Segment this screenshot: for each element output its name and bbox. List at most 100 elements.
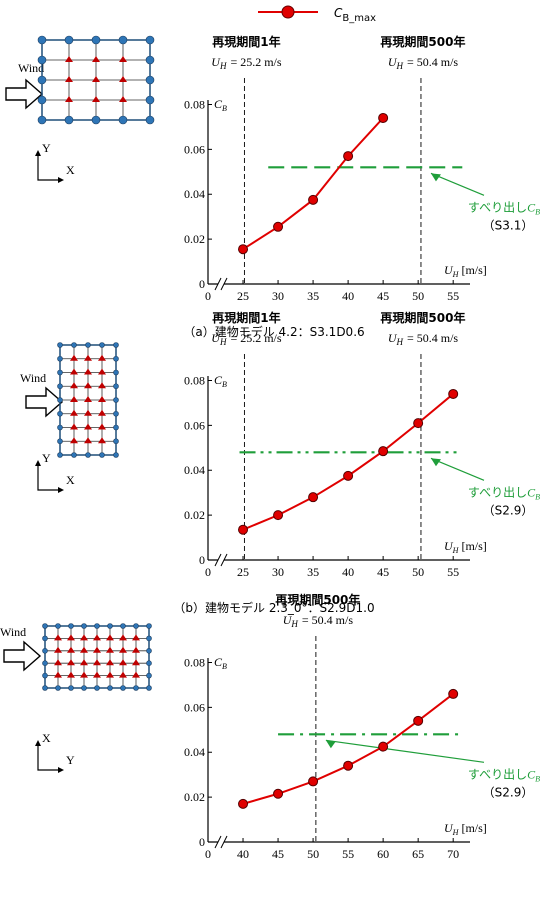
data-point: [308, 776, 319, 787]
building-node: [113, 342, 119, 348]
x-tick-label: 30: [272, 289, 284, 303]
building-damper: [70, 382, 78, 389]
annotation-speed: UH = 50.4 m/s: [388, 55, 459, 71]
building-damper: [93, 659, 101, 666]
coordinate-arrow: [35, 150, 64, 183]
x-axis-label-part: [m/s]: [461, 821, 486, 835]
caption: （b）建物モデル 2.3_0°：S2.9D1.0: [173, 600, 374, 615]
caption: （a）建物モデル 4.2：S3.1D0.6: [183, 324, 364, 339]
threshold-label: すべり出しCB: [468, 485, 540, 501]
building-damper: [98, 396, 106, 402]
building-node: [42, 660, 48, 667]
building-node: [133, 685, 139, 691]
threshold-label: すべり出しCB: [468, 200, 540, 216]
x-axis-label: UH [m/s]: [444, 263, 487, 279]
threshold-arrow-head: [325, 740, 336, 749]
axis-break-gap: [218, 281, 224, 287]
building-node: [81, 685, 87, 691]
axis-horizontal-label: X: [66, 473, 75, 487]
threshold-label-part: B: [535, 492, 540, 501]
legend-marker: [281, 5, 295, 19]
building-node: [99, 452, 105, 458]
building-damper: [65, 56, 73, 62]
building-damper: [80, 671, 88, 678]
building-node: [146, 672, 152, 679]
building-damper: [106, 671, 114, 678]
threshold-label-part: C: [527, 485, 536, 499]
building-node: [37, 55, 47, 65]
x-tick-label: 55: [342, 847, 354, 861]
y-tick-label: 0.06: [184, 700, 205, 714]
coordinate-axes: [37, 742, 62, 771]
building-damper: [93, 634, 101, 641]
axis-vertical-label: X: [42, 731, 51, 745]
building-node: [42, 623, 48, 629]
x-tick-label: 25: [237, 289, 249, 303]
building-node: [118, 115, 128, 125]
annotation-speed: UH = 25.2 m/s: [211, 55, 282, 71]
building-node: [113, 383, 119, 390]
x-axis-label-part: U: [444, 821, 454, 835]
building-node: [146, 660, 152, 667]
threshold-note: （S3.1）: [483, 218, 534, 232]
building-node: [113, 397, 119, 403]
building-node: [113, 410, 119, 417]
building-damper: [132, 659, 140, 666]
building-node: [55, 623, 61, 629]
y-axis-label: CB: [214, 97, 227, 113]
building-damper: [67, 634, 75, 641]
building-damper: [80, 659, 88, 666]
building-damper: [84, 368, 92, 375]
axis-break: [214, 835, 222, 849]
data-point: [378, 112, 389, 123]
threshold-label-part: すべり出し: [468, 767, 527, 781]
wind-label: Wind: [18, 61, 44, 75]
building-node: [81, 623, 87, 629]
building-node: [57, 397, 63, 403]
x-axis-label-part: [m/s]: [461, 263, 486, 277]
axis-break: [214, 553, 222, 567]
annotation-title: 再現期間500年: [380, 34, 465, 49]
building-damper: [98, 354, 106, 361]
building-node: [99, 342, 105, 348]
y-axis-label-part: C: [214, 97, 223, 111]
building-damper: [70, 354, 78, 361]
building-damper: [132, 646, 140, 653]
threshold-arrow: [325, 739, 485, 763]
building-node: [42, 635, 48, 642]
building-node: [120, 623, 126, 629]
y-tick-label: 0: [199, 835, 205, 849]
annotation-speed-part: H: [219, 337, 227, 347]
threshold-note: （S2.9）: [483, 785, 534, 799]
y-tick-label: 0: [199, 277, 205, 291]
annotation-speed-part: H: [395, 337, 403, 347]
annotation-speed-part: U: [388, 55, 398, 69]
axis-break: [220, 553, 228, 567]
building-damper: [54, 659, 62, 666]
data-point: [378, 446, 389, 457]
x-tick-label: 50: [307, 847, 319, 861]
annotation-title: 再現期間1年: [212, 310, 280, 325]
threshold-arrow-head: [430, 173, 441, 182]
y-tick-label: 0.06: [184, 142, 205, 156]
building-node: [71, 452, 77, 458]
building-node: [64, 115, 74, 125]
threshold-label-part: B: [535, 207, 540, 216]
x-tick-label: 55: [447, 289, 459, 303]
x-axis-label-part: H: [452, 828, 460, 837]
axis-vertical-label: Y: [42, 141, 51, 155]
annotation-speed-part: = 25.2 m/s: [230, 55, 281, 69]
building-node: [145, 55, 155, 65]
building-node: [85, 452, 91, 458]
y-tick-label: 0.02: [184, 508, 205, 522]
building-damper: [70, 396, 78, 402]
legend-label-part: B_max: [342, 13, 376, 24]
data-point: [308, 194, 319, 205]
axis-break-gap: [218, 839, 224, 845]
building-node: [113, 369, 119, 376]
annotation-title: 再現期間500年: [275, 592, 360, 607]
annotation-speed: UH = 50.4 m/s: [283, 613, 354, 629]
building-node: [71, 342, 77, 348]
x-tick-label: 25: [237, 565, 249, 579]
